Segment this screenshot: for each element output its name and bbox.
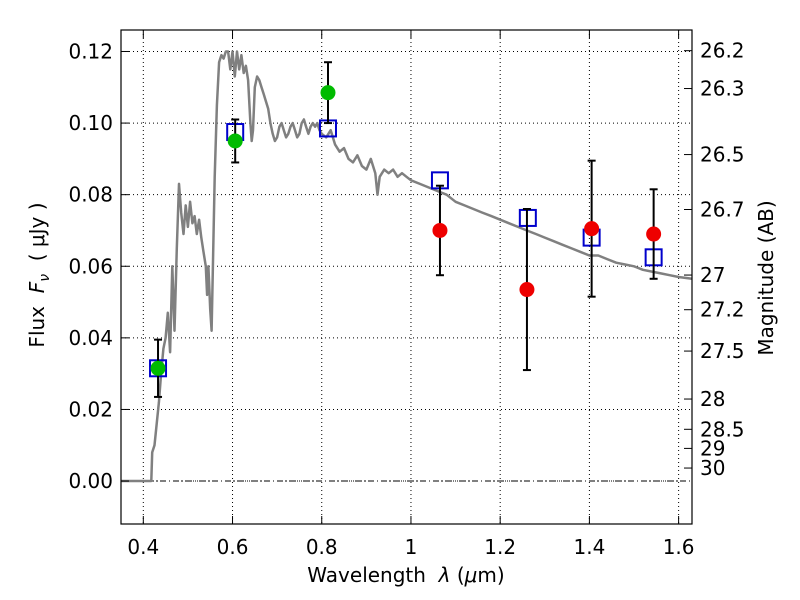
- y2-tick-label: 27.5: [700, 339, 745, 363]
- y2-tick-label: 26.5: [700, 143, 745, 167]
- y2-tick-label: 27.2: [700, 298, 745, 322]
- y2-tick-label: 26.2: [700, 39, 745, 63]
- y2-tick-label: 30: [700, 456, 725, 480]
- plot-frame: [120, 29, 693, 525]
- y-tick-label: 0.00: [68, 469, 113, 493]
- observed-nir-point: [584, 221, 600, 237]
- observed-nir-point: [432, 222, 448, 238]
- y2-tick-label: 27: [700, 263, 725, 287]
- x-axis-label: Wavelength λ (μm): [307, 563, 504, 587]
- y2-tick-label: 28.5: [700, 417, 745, 441]
- x-tick-label: 0.6: [217, 535, 249, 559]
- observed-optical-point: [227, 133, 243, 149]
- observed-nir-point: [519, 282, 535, 298]
- y-tick-label: 0.04: [68, 326, 113, 350]
- x-tick-label: 1.2: [484, 535, 516, 559]
- model-sed-curve: [121, 50, 693, 483]
- y-axis-ticks: 0.00 0.02 0.04 0.06 0.08 0.10 0.12: [68, 39, 129, 493]
- y2-axis-label: Magnitude (AB): [754, 200, 778, 355]
- x-tick-label: 1: [405, 535, 418, 559]
- y2-tick-label: 26.7: [700, 197, 745, 221]
- y2-tick-label: 29: [700, 436, 725, 460]
- y-tick-label: 0.12: [68, 39, 113, 63]
- x-tick-label: 0.4: [127, 535, 159, 559]
- y-axis-label: Flux Fν ( μJy ): [25, 202, 53, 347]
- observed-nir-point: [646, 226, 662, 242]
- observed-optical-point: [320, 85, 336, 101]
- y-tick-label: 0.08: [68, 183, 113, 207]
- observed-points: [150, 85, 662, 376]
- y2-tick-label: 26.3: [700, 77, 745, 101]
- y-tick-label: 0.10: [68, 111, 113, 135]
- x-tick-label: 1.6: [663, 535, 695, 559]
- model-sed-line: [121, 50, 693, 483]
- y2-tick-label: 28: [700, 387, 725, 411]
- y-tick-label: 0.02: [68, 397, 113, 421]
- x-axis-ticks: 0.4 0.6 0.8 1 1.2 1.4 1.6: [127, 30, 695, 559]
- x-tick-label: 1.4: [573, 535, 605, 559]
- observed-optical-point: [150, 360, 166, 376]
- plot-border: [120, 29, 693, 525]
- y-tick-label: 0.06: [68, 254, 113, 278]
- x-tick-label: 0.8: [306, 535, 338, 559]
